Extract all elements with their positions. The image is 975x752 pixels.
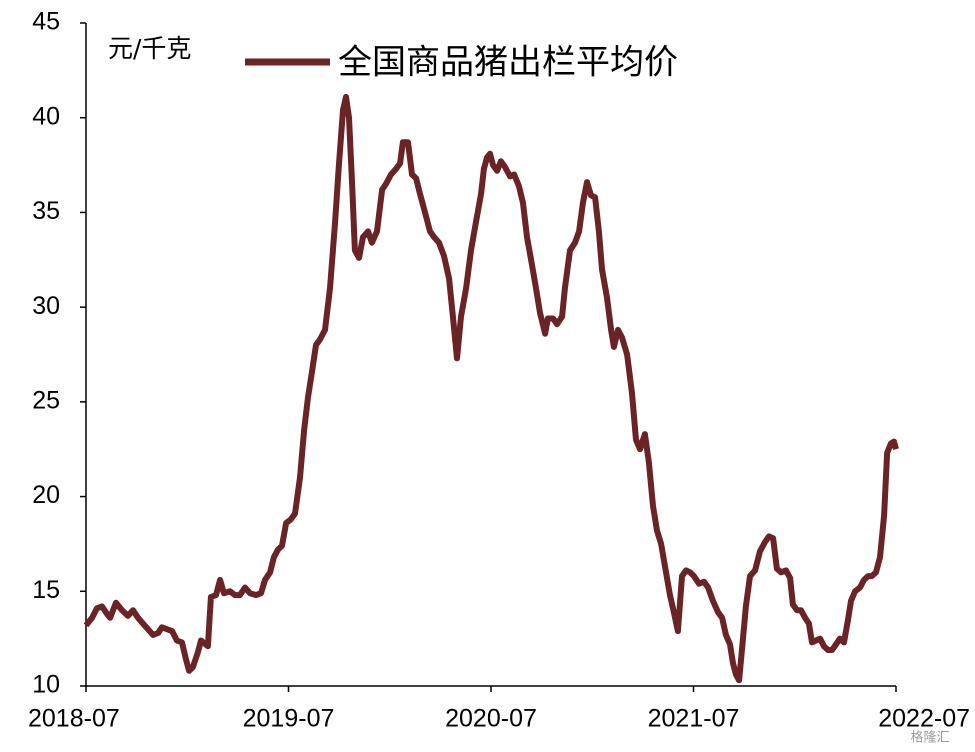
x-tick-label: 2020-07 — [445, 705, 537, 733]
price-line — [83, 93, 899, 684]
y-tick-label: 35 — [32, 197, 60, 225]
y-tick-label: 45 — [32, 8, 60, 36]
x-tick-label: 2021-07 — [648, 705, 740, 733]
y-tick-label: 15 — [32, 576, 60, 604]
x-tick-label: 2018-07 — [28, 705, 120, 733]
x-tick-label: 2022-07 — [878, 705, 970, 733]
watermark: 格隆汇 — [910, 730, 949, 746]
x-tick-label: 2019-07 — [243, 705, 335, 733]
y-tick-label: 10 — [32, 671, 60, 699]
legend-label: 全国商品猪出栏平均价 — [338, 43, 678, 83]
y-tick-label: 20 — [32, 481, 60, 509]
y-tick-label: 25 — [32, 386, 60, 414]
y-tick-label: 40 — [32, 102, 60, 130]
y-tick-label: 30 — [32, 292, 60, 320]
y-axis-unit: 元/千克 — [108, 34, 191, 63]
